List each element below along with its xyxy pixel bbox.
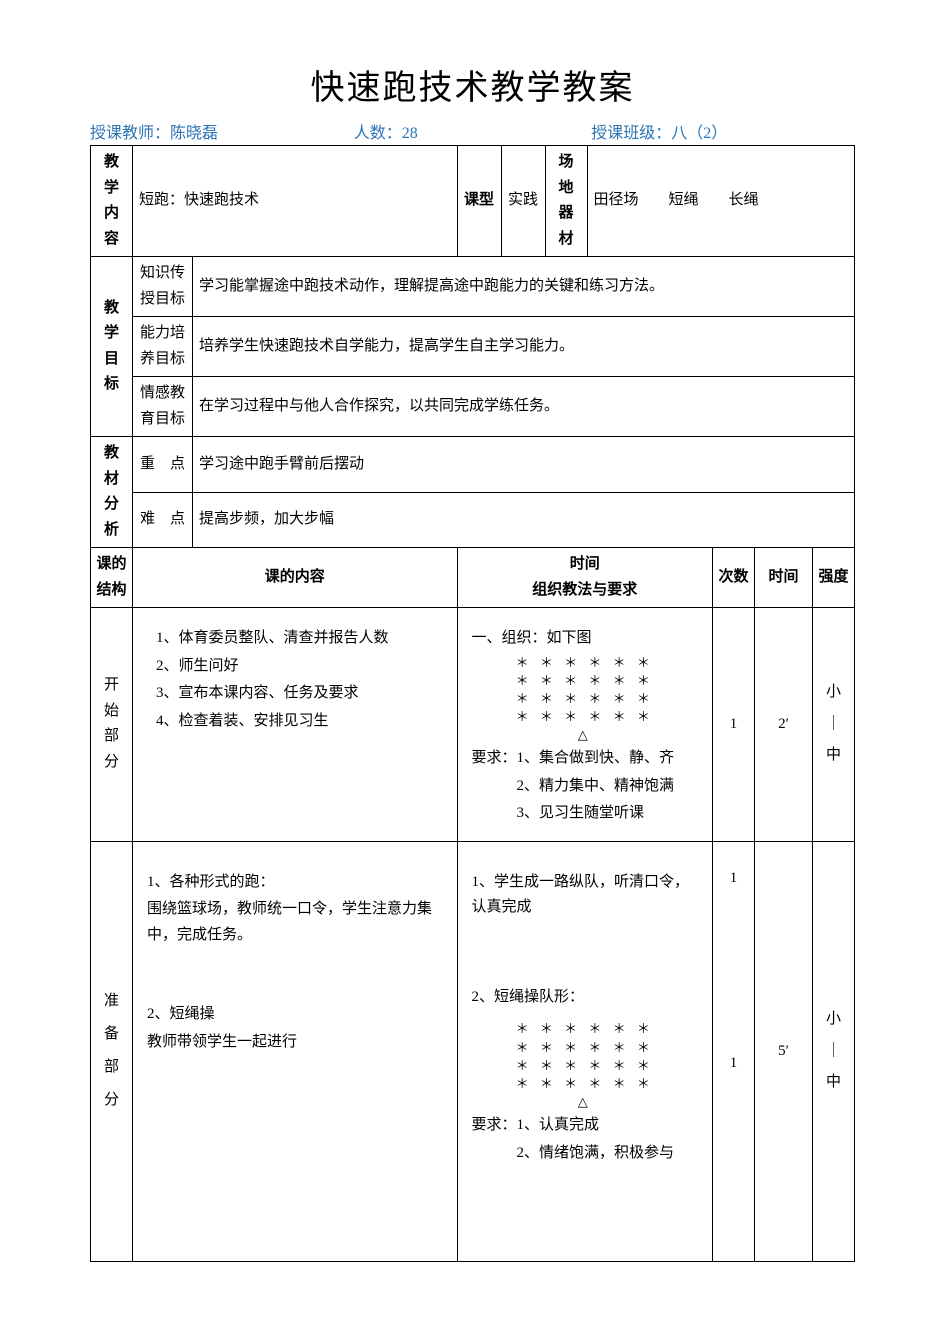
- goal3-label: 情感教育目标: [133, 377, 193, 437]
- goals-group-label: 教 学 目 标: [91, 257, 133, 437]
- section-prep-content: 1、各种形式的跑： 围绕篮球场，教师统一口令，学生注意力集中，完成任务。 2、短…: [133, 841, 458, 1261]
- content-value: 短跑：快速跑技术: [133, 146, 458, 257]
- section-prep-time: 5′: [755, 841, 813, 1261]
- goal2-label: 能力培养目标: [133, 317, 193, 377]
- analysis1-value: 学习途中跑手臂前后摆动: [193, 437, 855, 493]
- row-goal-3: 情感教育目标 在学习过程中与他人合作探究，以共同完成学练任务。: [91, 377, 855, 437]
- goal2-value: 培养学生快速跑技术自学能力，提高学生自主学习能力。: [193, 317, 855, 377]
- colhead-structure: 课的结构: [91, 548, 133, 608]
- formation-diagram-2: ＊ ＊ ＊ ＊ ＊ ＊ ＊ ＊ ＊ ＊ ＊ ＊ ＊ ＊ ＊ ＊ ＊ ＊ ＊ ＊ …: [472, 1020, 699, 1111]
- lesson-table: 教 学 内 容 短跑：快速跑技术 课型 实践 场 地 器 材 田径场 短绳 长绳…: [90, 145, 855, 1262]
- colhead-time: 时间: [755, 548, 813, 608]
- row-analysis-2: 难 点 提高步频，加大步幅: [91, 492, 855, 548]
- goal1-value: 学习能掌握途中跑技术动作，理解提高途中跑能力的关键和练习方法。: [193, 257, 855, 317]
- equip-label: 场 地 器 材: [545, 146, 587, 257]
- type-value: 实践: [501, 146, 545, 257]
- analysis1-label: 重 点: [133, 437, 193, 493]
- row-colhead: 课的结构 课的内容 时间 组织教法与要求 次数 时间 强度: [91, 548, 855, 608]
- formation-diagram: ＊ ＊ ＊ ＊ ＊ ＊ ＊ ＊ ＊ ＊ ＊ ＊ ＊ ＊ ＊ ＊ ＊ ＊ ＊ ＊ …: [472, 654, 699, 745]
- section-start-intensity: 小 ｜ 中: [813, 608, 855, 842]
- section-prep-label: 准 备 部 分: [91, 841, 133, 1261]
- page-title: 快速跑技术教学教案: [90, 60, 855, 109]
- meta-row: 授课教师：陈晓磊 人数：28 授课班级：八（2）: [90, 119, 855, 143]
- analysis-group-label: 教 材 分 析: [91, 437, 133, 548]
- count-label: 人数：28: [354, 119, 591, 143]
- row-section-start: 开 始 部 分 1、体育委员整队、清查并报告人数 2、师生问好 3、宣布本课内容…: [91, 608, 855, 842]
- analysis2-label: 难 点: [133, 492, 193, 548]
- colhead-content: 课的内容: [133, 548, 458, 608]
- section-start-org: 一、组织：如下图 ＊ ＊ ＊ ＊ ＊ ＊ ＊ ＊ ＊ ＊ ＊ ＊ ＊ ＊ ＊ ＊…: [457, 608, 713, 842]
- row-analysis-1: 教 材 分 析 重 点 学习途中跑手臂前后摆动: [91, 437, 855, 493]
- section-prep-count: 1 1: [713, 841, 755, 1261]
- colhead-intensity: 强度: [813, 548, 855, 608]
- row-goal-2: 能力培养目标 培养学生快速跑技术自学能力，提高学生自主学习能力。: [91, 317, 855, 377]
- row-content: 教 学 内 容 短跑：快速跑技术 课型 实践 场 地 器 材 田径场 短绳 长绳: [91, 146, 855, 257]
- section-prep-intensity: 小 ｜ 中: [813, 841, 855, 1261]
- goal3-value: 在学习过程中与他人合作探究，以共同完成学练任务。: [193, 377, 855, 437]
- section-start-label: 开 始 部 分: [91, 608, 133, 842]
- class-label: 授课班级：八（2）: [591, 119, 855, 143]
- analysis2-value: 提高步频，加大步幅: [193, 492, 855, 548]
- content-label: 教 学 内 容: [91, 146, 133, 257]
- equip-value: 田径场 短绳 长绳: [587, 146, 855, 257]
- colhead-org: 时间 组织教法与要求: [457, 548, 713, 608]
- section-start-content: 1、体育委员整队、清查并报告人数 2、师生问好 3、宣布本课内容、任务及要求 4…: [133, 608, 458, 842]
- section-start-count: 1: [713, 608, 755, 842]
- type-label: 课型: [457, 146, 501, 257]
- section-prep-org: 1、学生成一路纵队，听清口令，认真完成 2、短绳操队形： ＊ ＊ ＊ ＊ ＊ ＊…: [457, 841, 713, 1261]
- row-goal-1: 教 学 目 标 知识传授目标 学习能掌握途中跑技术动作，理解提高途中跑能力的关键…: [91, 257, 855, 317]
- row-section-prep: 准 备 部 分 1、各种形式的跑： 围绕篮球场，教师统一口令，学生注意力集中，完…: [91, 841, 855, 1261]
- section-start-time: 2′: [755, 608, 813, 842]
- colhead-count: 次数: [713, 548, 755, 608]
- goal1-label: 知识传授目标: [133, 257, 193, 317]
- teacher-label: 授课教师：陈晓磊: [90, 119, 354, 143]
